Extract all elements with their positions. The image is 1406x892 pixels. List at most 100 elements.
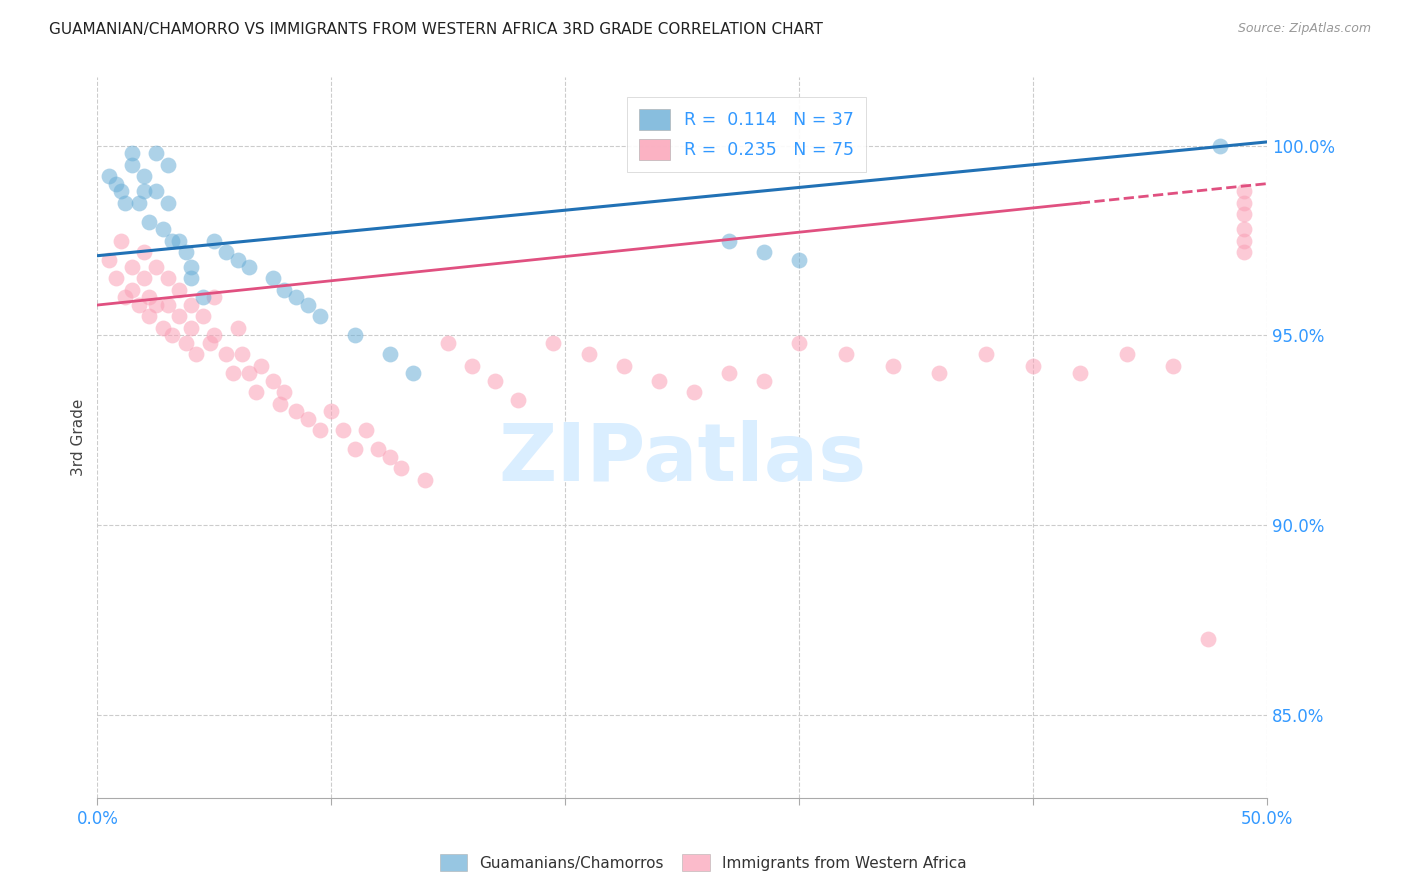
Point <box>297 412 319 426</box>
Point <box>121 158 143 172</box>
Point <box>1163 359 1185 373</box>
Point <box>145 184 167 198</box>
Point <box>160 328 183 343</box>
Point <box>105 271 128 285</box>
Point <box>1232 184 1254 198</box>
Point <box>648 374 671 388</box>
Point <box>787 252 810 267</box>
Point <box>128 298 150 312</box>
Point <box>285 290 308 304</box>
Point <box>134 271 156 285</box>
Point <box>167 234 190 248</box>
Point <box>105 177 128 191</box>
Point <box>308 423 330 437</box>
Point <box>460 359 482 373</box>
Point <box>1232 234 1254 248</box>
Point <box>156 298 179 312</box>
Point <box>262 374 284 388</box>
Point <box>1197 632 1219 646</box>
Point <box>787 335 810 350</box>
Point <box>202 328 225 343</box>
Point <box>367 442 389 457</box>
Point <box>156 271 179 285</box>
Point <box>321 404 343 418</box>
Point <box>974 347 997 361</box>
Point <box>835 347 858 361</box>
Point <box>437 335 460 350</box>
Point <box>717 234 740 248</box>
Point <box>682 385 704 400</box>
Point <box>180 260 202 274</box>
Point <box>343 442 366 457</box>
Point <box>184 347 207 361</box>
Point <box>238 367 260 381</box>
Point <box>752 374 775 388</box>
Point <box>238 260 260 274</box>
Point <box>121 283 143 297</box>
Point <box>215 244 238 259</box>
Point <box>273 385 295 400</box>
Point <box>180 320 202 334</box>
Point <box>145 298 167 312</box>
Point <box>543 335 565 350</box>
Point <box>1115 347 1137 361</box>
Point <box>613 359 636 373</box>
Legend: Guamanians/Chamorros, Immigrants from Western Africa: Guamanians/Chamorros, Immigrants from We… <box>433 848 973 877</box>
Point <box>156 158 179 172</box>
Point <box>484 374 506 388</box>
Point <box>356 423 378 437</box>
Text: GUAMANIAN/CHAMORRO VS IMMIGRANTS FROM WESTERN AFRICA 3RD GRADE CORRELATION CHART: GUAMANIAN/CHAMORRO VS IMMIGRANTS FROM WE… <box>49 22 823 37</box>
Point <box>378 450 401 464</box>
Text: ZIPatlas: ZIPatlas <box>498 420 866 499</box>
Point <box>174 244 197 259</box>
Point <box>231 347 253 361</box>
Point <box>114 195 136 210</box>
Point <box>202 290 225 304</box>
Point <box>226 320 249 334</box>
Point <box>508 392 530 407</box>
Point <box>198 335 221 350</box>
Point <box>167 283 190 297</box>
Point <box>882 359 904 373</box>
Point <box>269 397 291 411</box>
Point <box>1022 359 1045 373</box>
Point <box>1209 138 1232 153</box>
Point <box>250 359 273 373</box>
Point <box>215 347 238 361</box>
Point <box>717 367 740 381</box>
Point <box>343 328 366 343</box>
Point <box>378 347 401 361</box>
Point <box>98 169 121 183</box>
Point <box>1232 222 1254 236</box>
Point <box>174 335 197 350</box>
Point <box>138 290 160 304</box>
Point <box>297 298 319 312</box>
Point <box>145 146 167 161</box>
Point <box>1232 195 1254 210</box>
Point <box>928 367 950 381</box>
Point <box>152 320 174 334</box>
Point <box>332 423 354 437</box>
Point <box>152 222 174 236</box>
Point <box>578 347 600 361</box>
Point <box>121 146 143 161</box>
Point <box>98 252 121 267</box>
Point <box>138 310 160 324</box>
Point <box>273 283 295 297</box>
Point <box>134 169 156 183</box>
Point <box>134 244 156 259</box>
Point <box>1232 244 1254 259</box>
Point <box>180 298 202 312</box>
Point <box>191 290 214 304</box>
Point <box>202 234 225 248</box>
Text: Source: ZipAtlas.com: Source: ZipAtlas.com <box>1237 22 1371 36</box>
Point <box>121 260 143 274</box>
Point <box>752 244 775 259</box>
Point <box>110 184 132 198</box>
Point <box>167 310 190 324</box>
Point <box>134 184 156 198</box>
Point <box>114 290 136 304</box>
Point <box>402 367 425 381</box>
Point <box>262 271 284 285</box>
Point <box>110 234 132 248</box>
